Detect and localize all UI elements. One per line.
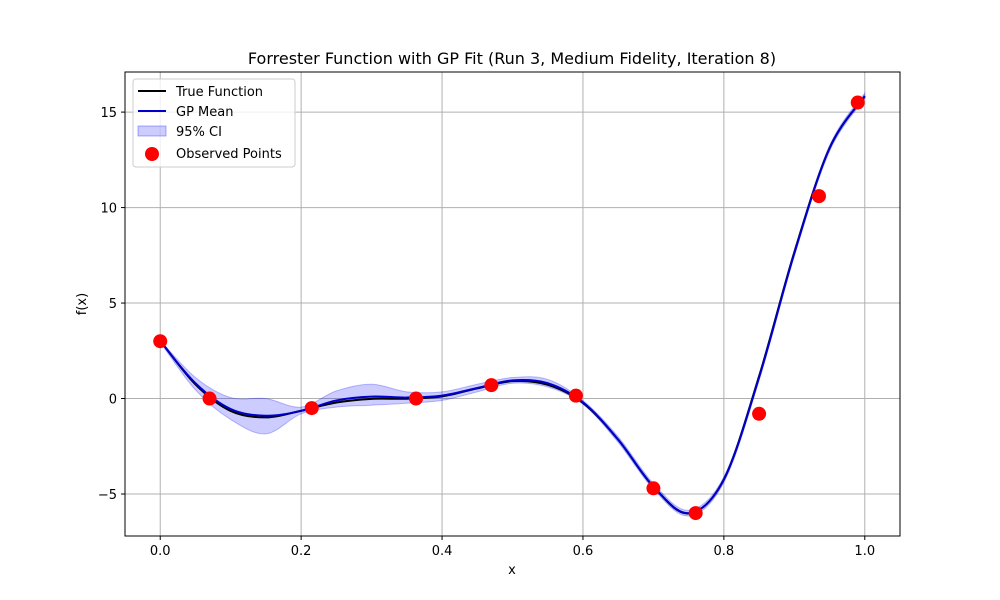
plot-frame xyxy=(124,71,901,537)
ci-band-layer xyxy=(159,91,866,517)
observed-point xyxy=(153,334,168,349)
legend-gp-mean-label: GP Mean xyxy=(176,105,233,120)
legend: True Function GP Mean 95% CI Observed Po… xyxy=(132,78,296,168)
gp-mean-line xyxy=(159,95,866,515)
observed-point xyxy=(850,95,865,110)
x-tick-label: 0.6 xyxy=(573,544,594,559)
x-tick-label: 0.4 xyxy=(432,544,453,559)
y-axis-label: f(x) xyxy=(75,293,90,315)
legend-ci-swatch xyxy=(137,125,167,137)
legend-true-function-label: True Function xyxy=(175,85,263,100)
observed-point xyxy=(484,378,499,393)
observed-point xyxy=(646,481,661,496)
observed-point xyxy=(304,401,319,416)
observed-point xyxy=(752,406,767,421)
chart-title: Forrester Function with GP Fit (Run 3, M… xyxy=(248,49,776,68)
y-axis-ticks: −5 0 5 10 15 xyxy=(98,106,125,503)
ci-band xyxy=(159,91,866,517)
y-tick-label: 5 xyxy=(109,297,117,312)
y-tick-label: 0 xyxy=(109,393,117,408)
observed-point xyxy=(568,388,583,403)
y-tick-label: 15 xyxy=(100,106,117,121)
legend-observed-points-swatch xyxy=(145,147,159,161)
line-layer xyxy=(159,95,866,515)
x-tick-label: 0.2 xyxy=(291,544,312,559)
observed-points-layer xyxy=(153,95,865,521)
grid xyxy=(125,72,900,536)
legend-ci-label: 95% CI xyxy=(176,125,222,140)
x-tick-label: 0.0 xyxy=(150,544,171,559)
observed-point xyxy=(811,189,826,204)
x-tick-label: 0.8 xyxy=(714,544,735,559)
legend-box xyxy=(132,78,296,168)
x-tick-label: 1.0 xyxy=(854,544,875,559)
legend-observed-points-label: Observed Points xyxy=(176,147,282,162)
observed-point xyxy=(202,391,217,406)
observed-point xyxy=(408,391,423,406)
x-axis-label: x xyxy=(508,563,516,578)
y-tick-label: −5 xyxy=(98,488,117,503)
x-axis-ticks: 0.0 0.2 0.4 0.6 0.8 1.0 xyxy=(150,536,875,559)
y-tick-label: 10 xyxy=(100,202,117,217)
observed-point xyxy=(688,506,703,521)
